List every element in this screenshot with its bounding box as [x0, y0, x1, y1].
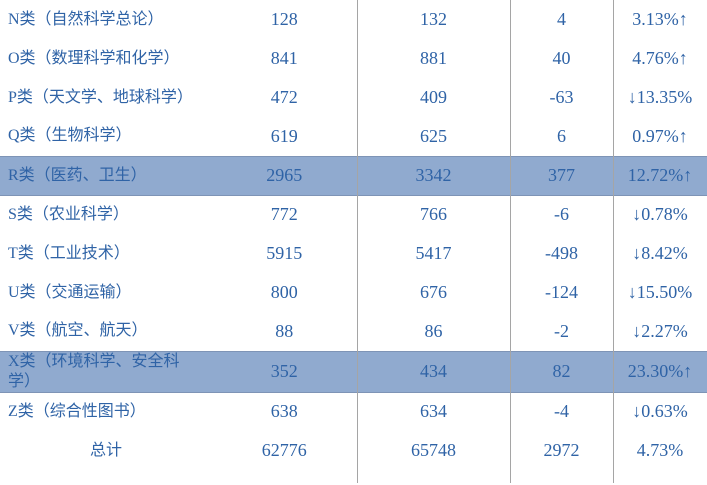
change-percent-cell: ↓15.50%: [613, 273, 707, 312]
change-percent-cell: 23.30%↑: [613, 351, 707, 392]
value2-cell: 676: [357, 273, 511, 312]
table-row[interactable]: O类（数理科学和化学） 841 881 40 4.76%↑: [0, 39, 707, 78]
change-percent-cell: 4.76%↑: [613, 39, 707, 78]
category-cell: Z类（综合性图书）: [8, 402, 146, 420]
change-cell: -2: [510, 312, 614, 351]
change-cell: -63: [510, 78, 614, 117]
change-percent-cell: ↓13.35%: [613, 78, 707, 117]
table-row[interactable]: V类（航空、航天） 88 86 -2 ↓2.27%: [0, 312, 707, 351]
total-row[interactable]: 总计 62776 65748 2972 4.73%: [0, 431, 707, 470]
filler-cell: [510, 470, 614, 483]
change-cell: 82: [510, 351, 614, 392]
table-row[interactable]: Q类（生物科学） 619 625 6 0.97%↑: [0, 117, 707, 156]
value1-cell: 619: [212, 117, 358, 156]
category-cell: Q类（生物科学）: [8, 127, 132, 145]
table-row[interactable]: T类（工业技术） 5915 5417 -498 ↓8.42%: [0, 234, 707, 273]
change-cell: 2972: [510, 431, 614, 470]
change-cell: -124: [510, 273, 614, 312]
table-row[interactable]: S类（农业科学） 772 766 -6 ↓0.78%: [0, 195, 707, 234]
change-cell: 4: [510, 0, 614, 39]
value1-cell: 841: [212, 39, 358, 78]
change-percent-cell: ↓0.63%: [613, 392, 707, 431]
table-row[interactable]: N类（自然科学总论） 128 132 4 3.13%↑: [0, 0, 707, 39]
change-cell: 377: [510, 156, 614, 195]
change-percent-cell: ↓2.27%: [613, 312, 707, 351]
category-cell: S类（农业科学）: [8, 205, 129, 223]
table-row[interactable]: Z类（综合性图书） 638 634 -4 ↓0.63%: [0, 392, 707, 431]
category-cell: 总计: [89, 441, 122, 459]
value1-cell: 2965: [212, 156, 358, 195]
category-cell: X类（环境科学、安全科学）: [8, 352, 180, 390]
value2-cell: 434: [357, 351, 511, 392]
value1-cell: 638: [212, 392, 358, 431]
value1-cell: 772: [212, 195, 358, 234]
category-cell: V类（航空、航天）: [8, 322, 148, 340]
change-cell: -4: [510, 392, 614, 431]
change-cell: 40: [510, 39, 614, 78]
value2-cell: 766: [357, 195, 511, 234]
filler-cell: [613, 470, 707, 483]
value2-cell: 3342: [357, 156, 511, 195]
category-cell: N类（自然科学总论）: [8, 10, 164, 28]
value2-cell: 132: [357, 0, 511, 39]
table-row[interactable]: R类（医药、卫生） 2965 3342 377 12.72%↑: [0, 156, 707, 195]
change-cell: 6: [510, 117, 614, 156]
table-row[interactable]: X类（环境科学、安全科学） 352 434 82 23.30%↑: [0, 351, 707, 392]
value1-cell: 5915: [212, 234, 358, 273]
change-cell: -6: [510, 195, 614, 234]
change-percent-cell: 12.72%↑: [613, 156, 707, 195]
value1-cell: 800: [212, 273, 358, 312]
change-percent-cell: 3.13%↑: [613, 0, 707, 39]
value1-cell: 472: [212, 78, 358, 117]
category-cell: O类（数理科学和化学）: [8, 49, 180, 67]
value2-cell: 5417: [357, 234, 511, 273]
value2-cell: 634: [357, 392, 511, 431]
change-percent-cell: ↓0.78%: [613, 195, 707, 234]
value2-cell: 86: [357, 312, 511, 351]
category-cell: U类（交通运输）: [8, 283, 132, 301]
value1-cell: 62776: [212, 431, 358, 470]
change-percent-cell: 0.97%↑: [613, 117, 707, 156]
table-row[interactable]: U类（交通运输） 800 676 -124 ↓15.50%: [0, 273, 707, 312]
table-bottom-filler: [0, 470, 707, 483]
filler-cell: [212, 470, 358, 483]
table-row[interactable]: P类（天文学、地球科学） 472 409 -63 ↓13.35%: [0, 78, 707, 117]
change-percent-cell: 4.73%: [613, 431, 707, 470]
value2-cell: 65748: [357, 431, 511, 470]
category-cell: P类（天文学、地球科学）: [8, 88, 193, 106]
change-percent-cell: ↓8.42%: [613, 234, 707, 273]
value1-cell: 128: [212, 0, 358, 39]
category-cell: R类（医药、卫生）: [8, 166, 147, 184]
value1-cell: 352: [212, 351, 358, 392]
value2-cell: 881: [357, 39, 511, 78]
value2-cell: 625: [357, 117, 511, 156]
value2-cell: 409: [357, 78, 511, 117]
change-cell: -498: [510, 234, 614, 273]
value1-cell: 88: [212, 312, 358, 351]
category-cell: T类（工业技术）: [8, 244, 130, 262]
filler-cell: [357, 470, 511, 483]
filler-cell: [0, 470, 212, 483]
